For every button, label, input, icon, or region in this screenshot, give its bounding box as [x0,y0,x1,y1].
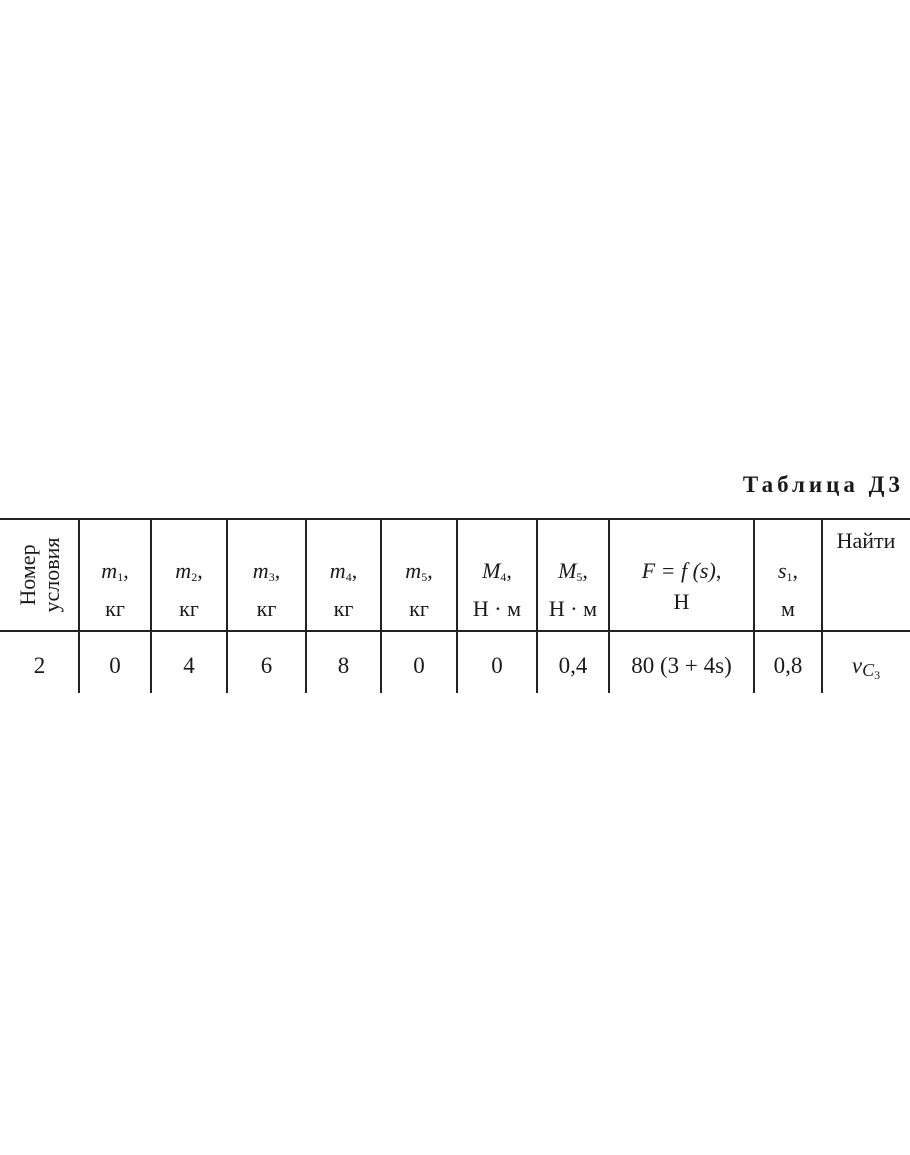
column-header: m1, кг [101,558,129,621]
column-header: M4, Н · м [472,558,522,621]
column-divider [821,519,823,693]
table-cell-find: vC3 [851,653,881,682]
column-header: m4, кг [329,558,358,621]
table-cell: 0 [413,653,425,678]
table-cell: 0 [109,653,121,678]
column-divider [753,519,755,693]
table-top-border [0,518,910,520]
table-title: Таблица Д3 [742,472,904,497]
column-divider [608,519,610,693]
table-cell: 0 [491,653,503,678]
table-cell: 80 (3 + 4s) [631,653,732,678]
column-header: Найти [836,528,896,553]
column-divider [226,519,228,693]
column-header: m2, кг [175,558,203,621]
table-cell: 0,4 [558,653,588,678]
table-cell: 6 [260,653,273,678]
header-divider [0,630,910,632]
column-divider [305,519,307,693]
column-header: M5, Н · м [548,558,598,621]
table-cell: 0,8 [773,653,803,678]
column-divider [380,519,382,693]
column-divider [150,519,152,693]
table-cell: 8 [337,653,350,678]
column-divider [536,519,538,693]
table-cell: 2 [33,653,46,678]
column-header: m3, кг [252,558,281,621]
header-condition-number: Номер условия [15,537,64,613]
column-divider [456,519,458,693]
column-header: F = f (s), Н [641,558,722,614]
column-header: s1, м [777,558,799,621]
column-header: m5, кг [405,558,433,621]
table-cell: 4 [183,653,195,678]
column-divider [78,519,80,693]
